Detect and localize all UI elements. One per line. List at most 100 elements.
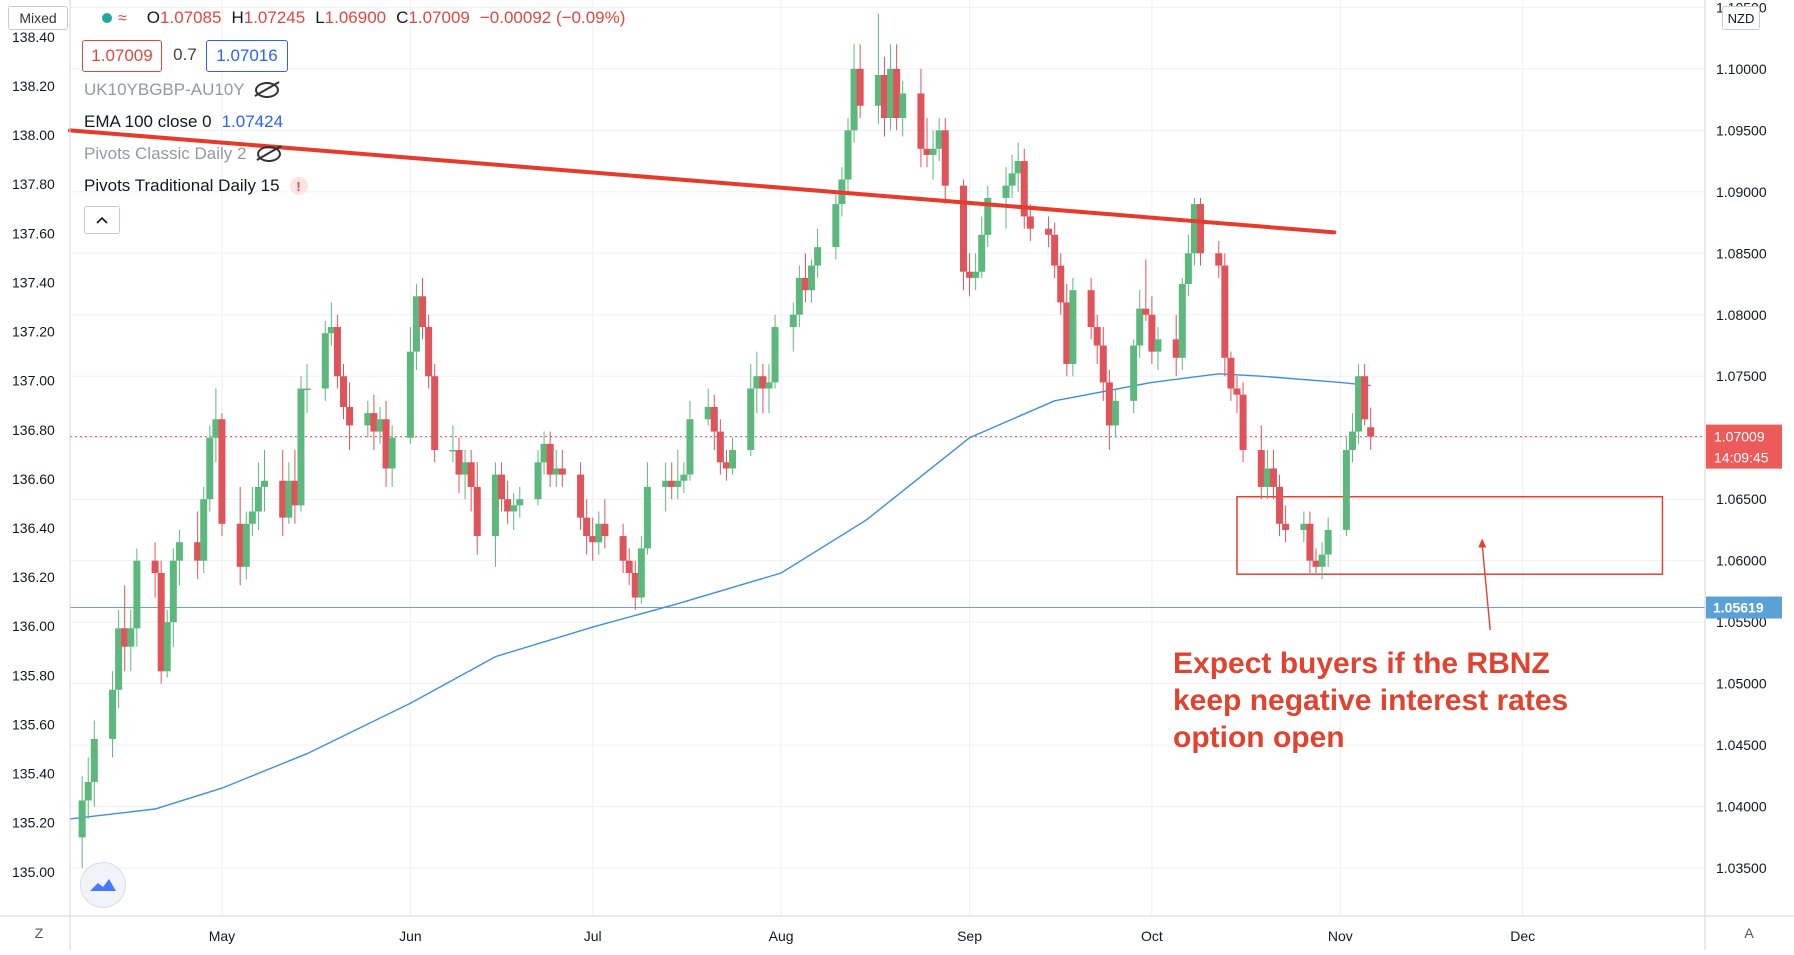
- right-axis-tick: 1.05000: [1716, 676, 1767, 692]
- candle-body: [1014, 161, 1022, 174]
- level-price-label: 1.05619: [1713, 600, 1764, 616]
- candle-body: [1051, 234, 1059, 266]
- warning-icon[interactable]: !: [289, 177, 308, 195]
- x-axis-tick: Nov: [1328, 928, 1353, 944]
- low-key: L: [315, 8, 325, 27]
- candle-body: [1184, 253, 1192, 285]
- candle-body: [1063, 302, 1071, 364]
- candle-body: [431, 376, 439, 451]
- candle-body: [722, 462, 730, 469]
- collapse-legend-button[interactable]: [84, 206, 120, 234]
- arrow-shaft: [1481, 544, 1491, 631]
- indicator-pivots-classic[interactable]: Pivots Classic Daily 2: [84, 144, 281, 164]
- candle-body: [254, 486, 262, 512]
- candle-body: [1099, 345, 1107, 383]
- candle-body: [1318, 554, 1326, 567]
- candle-body: [880, 75, 888, 119]
- open-value: 1.07085: [160, 8, 222, 27]
- candle-body: [121, 628, 129, 647]
- eye-off-icon[interactable]: [256, 146, 281, 162]
- candle-body: [133, 560, 141, 629]
- candle-body: [1154, 339, 1162, 352]
- bid-button[interactable]: 1.07009: [82, 40, 162, 72]
- grid: [70, 0, 1705, 916]
- high-key: H: [231, 8, 244, 27]
- candle-body: [1367, 427, 1375, 437]
- auto-scale-button[interactable]: A: [1744, 925, 1754, 941]
- indicator-uk10y[interactable]: UK10YBGBP-AU10Y: [84, 80, 279, 100]
- candle-body: [540, 443, 548, 463]
- left-axis-tick: 137.00: [12, 373, 55, 389]
- candle-body: [419, 296, 427, 328]
- candle-body: [765, 382, 773, 389]
- candle-body: [1069, 290, 1077, 364]
- candle-body: [923, 148, 931, 155]
- left-axis-tick: 137.60: [12, 225, 55, 241]
- mixed-label: Mixed: [19, 10, 57, 26]
- eye-off-icon[interactable]: [254, 82, 279, 98]
- right-axis-tick: 1.08500: [1716, 245, 1767, 261]
- left-axis-tick: 137.80: [12, 176, 55, 192]
- candle-body: [1008, 173, 1016, 186]
- candle-body: [674, 480, 682, 487]
- left-axis-tick: 138.00: [12, 127, 55, 143]
- candle-body: [589, 536, 597, 543]
- right-axis-tick: 1.08000: [1716, 307, 1767, 323]
- candle-body: [157, 572, 165, 672]
- indicator-label: Pivots Traditional Daily 15: [84, 176, 280, 195]
- candles: [78, 13, 1375, 869]
- candle-body: [1026, 216, 1034, 229]
- ask-button[interactable]: 1.07016: [206, 40, 288, 72]
- candle-body: [874, 75, 882, 106]
- candle-body: [637, 548, 645, 598]
- indicator-pivots-traditional[interactable]: Pivots Traditional Daily 15 !: [84, 176, 308, 196]
- candle-body: [491, 474, 499, 537]
- right-axis-tick: 1.09000: [1716, 184, 1767, 200]
- candle-body: [175, 542, 183, 561]
- candle-body: [917, 93, 925, 149]
- arrow-head: [1478, 538, 1487, 548]
- candle-body: [625, 560, 633, 573]
- candle-body: [473, 486, 481, 537]
- symbol-status-icon[interactable]: ≈: [102, 8, 137, 28]
- indicator-ema[interactable]: EMA 100 close 0 1.07424: [84, 112, 283, 132]
- candle-body: [595, 523, 603, 543]
- low-value: 1.06900: [324, 8, 387, 27]
- candle-body: [1111, 400, 1119, 426]
- right-axis-tick: 1.06500: [1716, 491, 1767, 507]
- timezone-button[interactable]: Z: [34, 925, 44, 941]
- candle-body: [808, 265, 816, 291]
- candle-body: [1197, 204, 1205, 254]
- candle-body: [959, 185, 967, 272]
- candle-body: [1263, 468, 1271, 487]
- candle-body: [583, 517, 591, 537]
- left-axis-tick: 136.00: [12, 618, 55, 634]
- candle-body: [242, 523, 250, 567]
- candle-body: [370, 413, 378, 432]
- candle-body: [941, 130, 949, 186]
- candle-body: [212, 419, 220, 438]
- candle-body: [1348, 431, 1356, 451]
- candle-body: [753, 376, 761, 389]
- mixed-scale-button[interactable]: Mixed: [8, 6, 68, 30]
- candle-body: [1087, 290, 1095, 328]
- candle-body: [832, 204, 840, 248]
- indicator-label: UK10YBGBP-AU10Y: [84, 80, 245, 99]
- annotation-line-3: option open: [1173, 721, 1345, 754]
- left-axis-tick: 135.80: [12, 667, 55, 683]
- tradingview-logo[interactable]: [80, 862, 126, 908]
- candle-body: [1142, 308, 1150, 315]
- candle-body: [1324, 529, 1332, 555]
- right-axis-tick: 1.09500: [1716, 122, 1767, 138]
- candle-body: [643, 486, 651, 549]
- currency-badge[interactable]: NZD: [1722, 6, 1760, 30]
- candle-body: [978, 234, 986, 272]
- candle-body: [1361, 376, 1369, 420]
- x-axis-tick: Oct: [1141, 928, 1163, 944]
- candle-body: [516, 499, 524, 506]
- candle-body: [972, 271, 980, 278]
- candle-body: [206, 437, 214, 500]
- indicator-label: EMA 100 close 0: [84, 112, 212, 131]
